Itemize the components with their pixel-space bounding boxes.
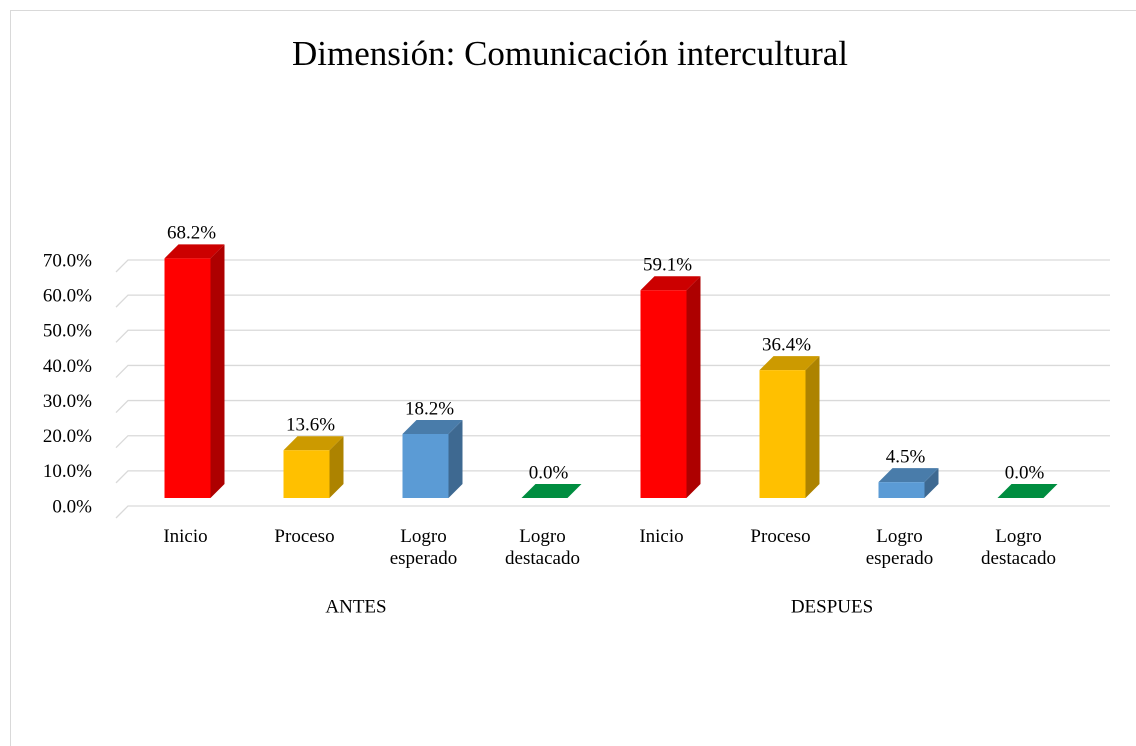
bar-side (329, 436, 344, 498)
x-tick-label: Logro destacado (981, 526, 1056, 569)
bar-top (878, 468, 939, 483)
bar-top (521, 484, 582, 498)
bar-top (164, 244, 225, 259)
data-label: 4.5% (886, 447, 926, 468)
y-tick-label: 30.0% (43, 391, 92, 412)
bar-side (210, 244, 225, 498)
bar-top (402, 420, 463, 435)
bar (521, 484, 582, 498)
y-tick-label: 60.0% (43, 286, 92, 307)
x-tick-label: Logro esperado (389, 526, 458, 569)
data-label: 0.0% (1005, 462, 1045, 483)
bar (164, 244, 225, 498)
bar-front (759, 370, 806, 498)
chart-title: Dimensión: Comunicación intercultural (292, 34, 848, 73)
grid-line (115, 435, 1110, 449)
y-tick-label: 40.0% (43, 356, 92, 377)
x-tick-label: Logro destacado (505, 526, 580, 569)
grid-line (115, 329, 1110, 343)
bar (878, 468, 939, 498)
x-tick-label: Proceso (750, 526, 811, 547)
grid-line (115, 294, 1110, 308)
bar-top (759, 356, 820, 371)
x-tick-label: Inicio (639, 526, 684, 547)
data-label: 59.1% (643, 255, 692, 276)
bar-side (686, 276, 701, 498)
grid-line (115, 470, 1110, 484)
group-label: DESPUES (791, 596, 873, 617)
bar-front (402, 434, 449, 498)
bar-side (924, 468, 939, 498)
bar-side (448, 420, 463, 498)
bar-front (640, 290, 687, 498)
y-tick-label: 20.0% (43, 426, 92, 447)
bar-front (164, 258, 211, 498)
data-label: 68.2% (167, 223, 216, 244)
bar-top (640, 276, 701, 291)
x-tick-label: Inicio (163, 526, 208, 547)
grid-line (115, 399, 1110, 414)
grid-line (115, 259, 1110, 273)
bar-front (283, 450, 330, 498)
bar-top (997, 484, 1058, 498)
data-label: 13.6% (286, 415, 335, 436)
y-tick-label: 50.0% (43, 321, 92, 342)
x-tick-label: Proceso (274, 526, 335, 547)
bar (402, 420, 463, 498)
bar (759, 356, 820, 498)
grid-line (115, 364, 1110, 378)
data-label: 18.2% (405, 398, 454, 419)
chart-border (10, 10, 1136, 746)
bar-top (283, 436, 344, 451)
y-tick-label: 10.0% (43, 461, 92, 482)
bar-side (805, 356, 820, 498)
group-label: ANTES (325, 596, 386, 617)
y-tick-label: 70.0% (43, 250, 92, 271)
bar-front (878, 482, 925, 498)
bar (997, 484, 1058, 498)
x-tick-label: Logro esperado (865, 526, 934, 569)
data-label: 36.4% (762, 334, 811, 355)
grid-line (115, 505, 1110, 519)
y-tick-label: 0.0% (52, 496, 92, 517)
bar (283, 436, 344, 498)
data-label: 0.0% (529, 462, 569, 483)
bar (640, 276, 701, 498)
